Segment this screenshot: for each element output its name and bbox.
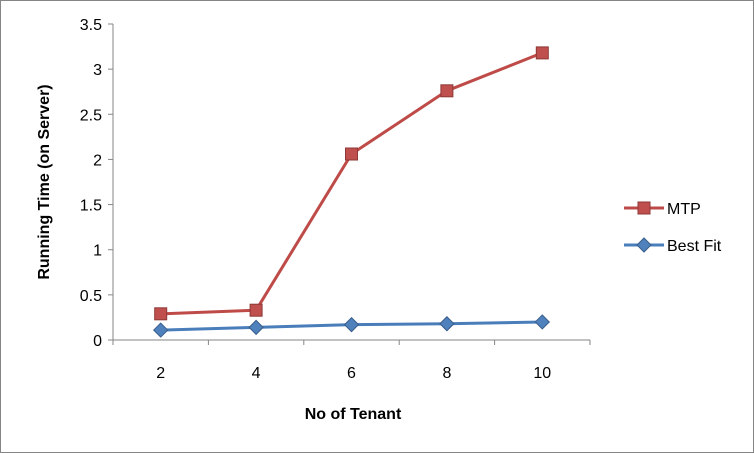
y-tick-label: 2.5 (80, 107, 102, 124)
data-point-mtp (249, 303, 263, 317)
legend-label: Best Fit (667, 238, 722, 255)
legend-marker-mtp (637, 201, 651, 215)
y-axis-title: Running Time (on Server) (36, 84, 53, 279)
y-tick-label: 3.5 (80, 17, 102, 34)
series-line-mtp (160, 51, 543, 316)
legend-item-mtp: MTP (624, 201, 701, 218)
x-axis-title: No of Tenant (305, 406, 402, 423)
data-point-best-fit (152, 322, 169, 338)
series-mtp (154, 46, 549, 321)
legend-item-best-fit: Best Fit (624, 237, 722, 255)
y-tick-label: 2 (93, 152, 102, 169)
legend: MTP Best Fit (624, 201, 722, 255)
legend-label: MTP (667, 201, 701, 218)
legend-marker-best-fit (636, 237, 652, 253)
series-best-fit (152, 314, 551, 338)
y-tick-label: 3 (93, 62, 102, 79)
data-point-mtp (440, 84, 454, 98)
x-tick-label: 4 (252, 365, 261, 382)
y-tick-label: 1 (93, 243, 102, 260)
data-point-mtp (345, 147, 358, 161)
y-tick-label: 0 (93, 333, 102, 350)
y-tick-label: 0.5 (80, 288, 102, 305)
data-point-mtp (154, 307, 168, 321)
x-tick-label: 10 (533, 365, 551, 382)
x-tick-label: 2 (156, 365, 165, 382)
data-point-best-fit (343, 316, 360, 333)
data-point-mtp (535, 46, 549, 60)
x-tick-label: 6 (347, 365, 356, 382)
data-point-best-fit (534, 314, 551, 330)
plot-area: 0 0.5 1 1.5 2 2.5 3 3.5 2 4 6 8 10 (80, 17, 591, 382)
data-point-best-fit (248, 319, 264, 336)
x-tick-label: 8 (442, 365, 451, 382)
y-tick-label: 1.5 (80, 198, 102, 215)
data-point-best-fit (439, 316, 455, 332)
